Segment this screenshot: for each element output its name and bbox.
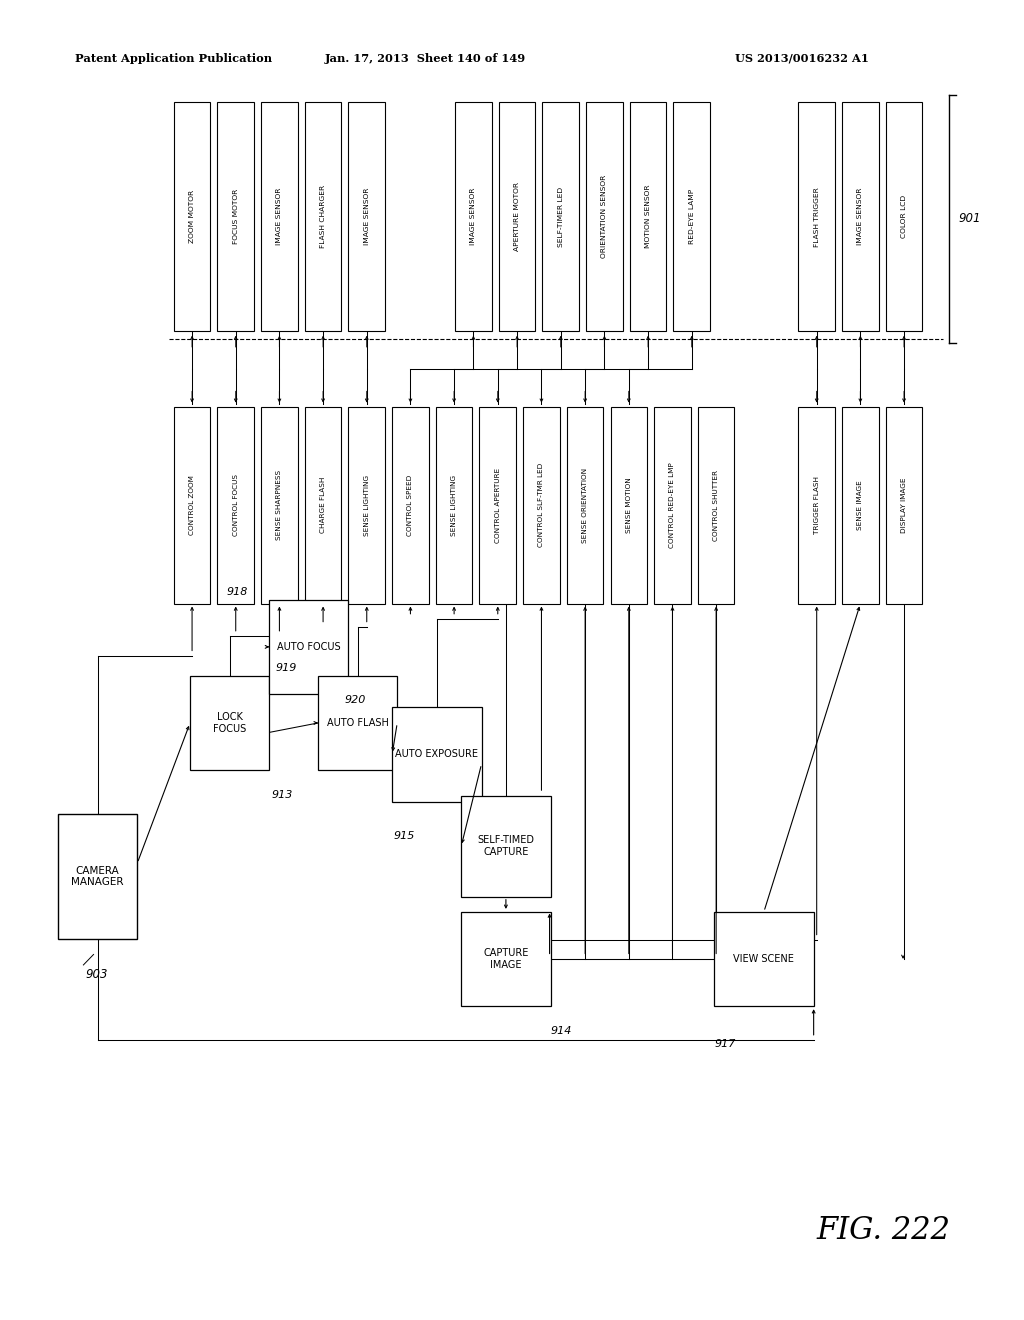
Text: AUTO FLASH: AUTO FLASH (327, 718, 388, 727)
Text: SENSE SHARPNESS: SENSE SHARPNESS (276, 470, 283, 540)
Bar (174, 102, 210, 331)
Text: SENSE MOTION: SENSE MOTION (626, 478, 632, 533)
Bar (318, 676, 397, 770)
Text: CONTROL SLF-TMR LED: CONTROL SLF-TMR LED (539, 463, 545, 548)
Text: CONTROL ZOOM: CONTROL ZOOM (189, 475, 195, 535)
Text: IMAGE SENSOR: IMAGE SENSOR (364, 187, 370, 246)
Text: FOCUS MOTOR: FOCUS MOTOR (232, 189, 239, 244)
Bar (630, 102, 667, 331)
Text: SENSE LIGHTING: SENSE LIGHTING (364, 475, 370, 536)
Text: SELF-TIMED
CAPTURE: SELF-TIMED CAPTURE (477, 836, 535, 857)
Text: TRIGGER FLASH: TRIGGER FLASH (814, 477, 819, 535)
Bar (305, 407, 341, 603)
Bar (269, 599, 348, 694)
Bar (348, 102, 385, 331)
Bar (348, 407, 385, 603)
Bar (714, 912, 814, 1006)
Text: CONTROL SHUTTER: CONTROL SHUTTER (713, 470, 719, 541)
Bar (217, 407, 254, 603)
Text: CONTROL SPEED: CONTROL SPEED (408, 475, 414, 536)
Text: US 2013/0016232 A1: US 2013/0016232 A1 (735, 53, 869, 63)
Bar (436, 407, 472, 603)
Bar (886, 102, 923, 331)
Text: 903: 903 (85, 968, 108, 981)
Text: 901: 901 (958, 213, 981, 226)
Bar (799, 407, 835, 603)
Bar (455, 102, 492, 331)
Bar (305, 102, 341, 331)
Bar (654, 407, 691, 603)
Bar (567, 407, 603, 603)
Text: 918: 918 (226, 587, 248, 597)
Text: Patent Application Publication: Patent Application Publication (75, 53, 272, 63)
Text: LOCK
FOCUS: LOCK FOCUS (213, 713, 246, 734)
Text: FLASH CHARGER: FLASH CHARGER (321, 185, 326, 248)
Text: AUTO FOCUS: AUTO FOCUS (278, 642, 341, 652)
Bar (479, 407, 516, 603)
Text: 915: 915 (393, 830, 415, 841)
Bar (261, 102, 298, 331)
Text: SENSE IMAGE: SENSE IMAGE (857, 480, 863, 531)
Text: IMAGE SENSOR: IMAGE SENSOR (470, 187, 476, 246)
Text: CONTROL APERTURE: CONTROL APERTURE (495, 467, 501, 543)
Bar (392, 407, 429, 603)
Text: IMAGE SENSOR: IMAGE SENSOR (276, 187, 283, 246)
Text: IMAGE SENSOR: IMAGE SENSOR (857, 187, 863, 246)
Text: 919: 919 (275, 663, 297, 673)
Text: COLOR LCD: COLOR LCD (901, 195, 907, 238)
Bar (799, 102, 835, 331)
Bar (523, 407, 560, 603)
Bar (886, 407, 923, 603)
Text: APERTURE MOTOR: APERTURE MOTOR (514, 182, 520, 251)
Text: 914: 914 (551, 1026, 572, 1036)
Bar (461, 796, 551, 896)
Bar (174, 407, 210, 603)
Bar (842, 102, 879, 331)
Text: ZOOM MOTOR: ZOOM MOTOR (189, 190, 195, 243)
Text: FIG. 222: FIG. 222 (817, 1216, 950, 1246)
Bar (543, 102, 579, 331)
Text: AUTO EXPOSURE: AUTO EXPOSURE (395, 750, 478, 759)
Text: 913: 913 (271, 789, 293, 800)
Text: CAMERA
MANAGER: CAMERA MANAGER (72, 866, 124, 887)
Bar (217, 102, 254, 331)
Text: CONTROL FOCUS: CONTROL FOCUS (232, 474, 239, 536)
Text: SENSE ORIENTATION: SENSE ORIENTATION (582, 467, 588, 543)
Text: VIEW SCENE: VIEW SCENE (733, 954, 795, 964)
Text: 920: 920 (344, 694, 366, 705)
Text: SENSE LIGHTING: SENSE LIGHTING (452, 475, 457, 536)
Text: 917: 917 (714, 1039, 735, 1049)
Bar (392, 708, 481, 801)
Bar (842, 407, 879, 603)
Bar (461, 912, 551, 1006)
Text: SELF-TIMER LED: SELF-TIMER LED (558, 186, 564, 247)
Bar (698, 407, 734, 603)
Text: CONTROL RED-EYE LMP: CONTROL RED-EYE LMP (670, 462, 676, 548)
Text: MOTION SENSOR: MOTION SENSOR (645, 185, 651, 248)
Bar (610, 407, 647, 603)
Text: Jan. 17, 2013  Sheet 140 of 149: Jan. 17, 2013 Sheet 140 of 149 (325, 53, 526, 63)
Text: DISPLAY IMAGE: DISPLAY IMAGE (901, 478, 907, 533)
Bar (58, 814, 137, 939)
Text: CHARGE FLASH: CHARGE FLASH (321, 477, 326, 533)
Text: FLASH TRIGGER: FLASH TRIGGER (814, 186, 819, 247)
Bar (190, 676, 269, 770)
Bar (674, 102, 710, 331)
Text: ORIENTATION SENSOR: ORIENTATION SENSOR (601, 176, 607, 259)
Text: CAPTURE
IMAGE: CAPTURE IMAGE (483, 948, 528, 970)
Bar (261, 407, 298, 603)
Bar (499, 102, 536, 331)
Text: RED-EYE LAMP: RED-EYE LAMP (689, 189, 694, 244)
Bar (586, 102, 623, 331)
